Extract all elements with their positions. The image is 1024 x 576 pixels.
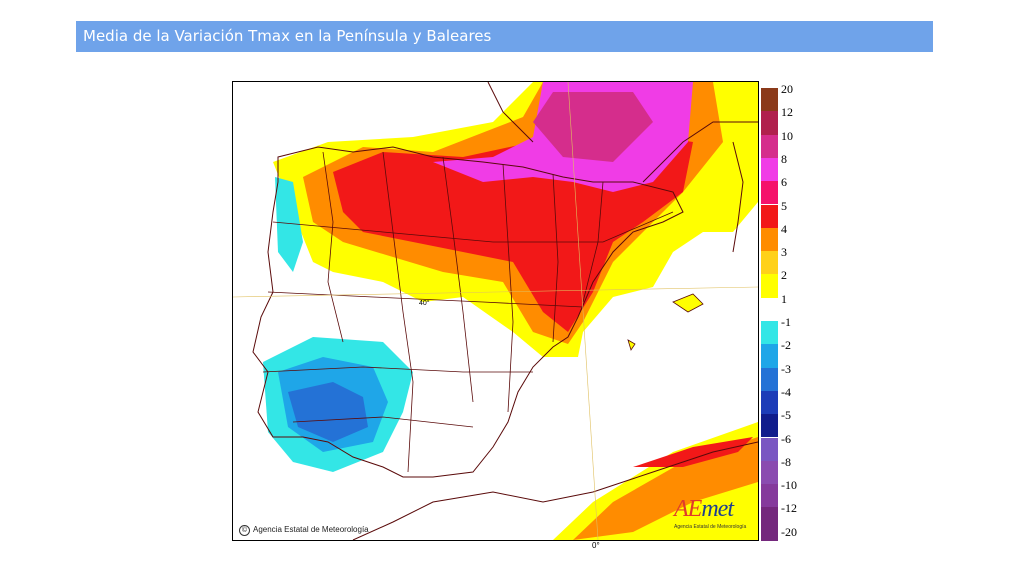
cold-zone-cyan-west: [275, 177, 303, 272]
legend-label: -1: [781, 315, 791, 329]
balearic-islands: [627, 293, 704, 351]
logo-brand-rest: met: [701, 496, 734, 522]
legend-swatch: [761, 460, 778, 485]
legend-swatch: [761, 321, 778, 345]
lat-40-label: 40°: [419, 300, 430, 307]
legend-swatch: [761, 88, 778, 112]
legend-label: 10: [781, 128, 793, 143]
legend-label: 8: [781, 151, 787, 166]
legend-swatch: [761, 390, 778, 415]
legend-swatch: [761, 530, 778, 541]
province-lines: [262, 151, 674, 473]
legend-label: -6: [781, 431, 791, 446]
legend-label: 5: [781, 198, 787, 213]
legend-label: -12: [781, 501, 797, 516]
legend-swatch: [761, 204, 778, 228]
legend-swatch: [761, 181, 778, 205]
logo-subtitle: Agencia Estatal de Meteorología: [674, 524, 747, 530]
legend-label: 1: [781, 291, 787, 306]
map-canvas: [233, 82, 758, 540]
legend-swatch: [761, 227, 778, 252]
legend-label: 4: [781, 221, 787, 236]
legend-swatch: [761, 507, 778, 531]
legend-label: -3: [781, 361, 791, 376]
france-coastline: [487, 82, 758, 183]
legend-label: 2: [781, 268, 787, 283]
legend-swatch: [761, 157, 778, 182]
legend-swatch: [761, 414, 778, 438]
legend-swatch: [761, 134, 778, 158]
logo-brand-ae: AE: [674, 496, 702, 522]
legend-label: -4: [781, 384, 791, 399]
legend-swatch: [761, 437, 778, 461]
legend-swatch: [761, 484, 778, 508]
legend-swatch: [761, 344, 778, 368]
corsica-sardinia-outline: [732, 141, 744, 253]
warm-zone-southeast-red: [633, 437, 753, 467]
legend-label: -20: [781, 524, 797, 539]
africa-coastline: [352, 441, 758, 540]
legend-label: -5: [781, 408, 791, 423]
legend-swatch: [761, 367, 778, 391]
legend-label: 3: [781, 245, 787, 260]
aemet-logo: AEmet Agencia Estatal de Meteorología: [674, 496, 752, 536]
legend-swatch: [761, 251, 778, 275]
lat-line-40: [233, 286, 758, 298]
warm-zone-southeast-orange: [573, 437, 758, 540]
legend-label: -8: [781, 454, 791, 469]
temperature-map: © Agencia Estatal de Meteorología AEmet A…: [232, 81, 759, 541]
legend-label: -2: [781, 338, 791, 353]
lon-line-0: [567, 82, 599, 540]
copyright-text: Agencia Estatal de Meteorología: [253, 525, 369, 534]
copyright-notice: © Agencia Estatal de Meteorología: [239, 525, 369, 536]
lon-0-label: 0°: [592, 541, 600, 550]
legend-label: 6: [781, 175, 787, 190]
copyright-icon: ©: [239, 525, 250, 536]
cold-zone-darkblue-southwest: [288, 382, 368, 442]
iberia-outline: [252, 146, 684, 478]
legend-swatch: [761, 111, 778, 135]
warm-zone-purple-core: [533, 92, 653, 162]
page-title: Media de la Variación Tmax en la Penínsu…: [83, 27, 492, 45]
legend-label: -10: [781, 478, 797, 493]
legend-label: 20: [781, 82, 793, 96]
title-bar: Media de la Variación Tmax en la Penínsu…: [76, 21, 933, 52]
legend-swatch: [761, 274, 778, 298]
legend: 20 12 10 8 6 5 4 3 2 1 -1 -2 -3 -4 -5 -6 -8 -10 -12 -20: [761, 83, 811, 541]
legend-label: 12: [781, 105, 793, 120]
